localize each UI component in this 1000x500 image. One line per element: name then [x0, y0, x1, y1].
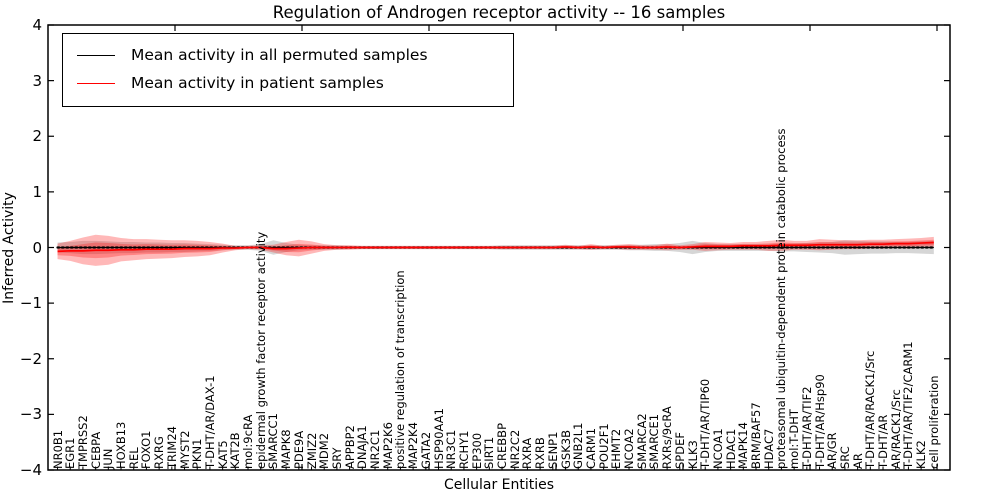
patient-line-swatch — [77, 82, 115, 84]
x-tick-label: SMARCA2 — [634, 412, 649, 469]
x-tick-label: MAPK8 — [279, 428, 294, 469]
x-tick-label: NR0B1 — [50, 429, 65, 469]
x-tick-label: EP300 — [469, 432, 484, 469]
x-tick-label: SENP1 — [545, 431, 560, 469]
x-tick-label: T-DHT/AR/TIF2/CARM1 — [901, 340, 916, 469]
x-tick-label: mol:9cRA — [241, 414, 256, 469]
x-tick-label: DNAJA1 — [355, 424, 370, 469]
x-tick-label: AR/GR — [825, 431, 840, 469]
x-tick-label: TMPRSS2 — [75, 414, 90, 469]
y-tick-label: −3 — [19, 405, 42, 424]
x-tick-label: cell proliferation — [926, 374, 941, 469]
y-tick-label: −2 — [19, 349, 42, 368]
x-tick-label: NCOA2 — [622, 427, 637, 469]
x-tick-label: FOXO1 — [139, 430, 154, 469]
legend-item-patient: Mean activity in patient samples — [77, 69, 513, 97]
x-tick-label: KLK2 — [914, 439, 929, 469]
x-tick-label: T-DHT/AR/TIP60 — [698, 378, 713, 469]
x-tick-label: CREBBP — [495, 422, 510, 469]
x-tick-label: T-DHT/AR/DAX-1 — [202, 374, 217, 469]
x-tick-label: RXRs/9cRA — [660, 405, 675, 469]
x-tick-label: proteasomal ubiquitin-dependent protein … — [774, 127, 789, 469]
permuted-line-swatch — [77, 54, 115, 56]
x-tick-label: HOXB13 — [114, 421, 129, 469]
y-tick-label: −4 — [19, 461, 42, 479]
x-tick-label: ZMIZ2 — [304, 432, 319, 469]
x-tick-label: SPDEF — [672, 431, 687, 469]
legend-item-permuted: Mean activity in all permuted samples — [77, 41, 513, 69]
x-tick-label: EHMT2 — [609, 428, 624, 469]
x-tick-label: MDM2 — [317, 432, 332, 469]
x-tick-label: MAP2K6 — [380, 421, 395, 469]
x-tick-label: RXRG — [152, 435, 167, 469]
x-tick-label: T-DHT/AR/RACK1/Src — [863, 350, 878, 469]
legend: Mean activity in all permuted samples Me… — [62, 33, 514, 107]
x-tick-label: MAPK14 — [736, 421, 751, 469]
x-tick-label: NR2C1 — [368, 429, 383, 469]
x-tick-label: NCOA1 — [710, 427, 725, 469]
x-tick-label: SIRT1 — [482, 436, 497, 469]
x-tick-label: PDE9A — [291, 430, 306, 469]
x-tick-label: KLK3 — [685, 439, 700, 469]
x-axis-label: Cellular Entities — [443, 477, 555, 493]
x-tick-label: SMARCC1 — [266, 412, 281, 469]
x-tick-label: NR2C2 — [507, 429, 522, 469]
x-tick-label: AR/RACK1/Src — [888, 388, 903, 469]
x-tick-label: GNB2L1 — [571, 422, 586, 469]
x-tick-label: GSK3B — [558, 429, 573, 469]
legend-label-patient: Mean activity in patient samples — [131, 74, 384, 92]
x-tick-label: GATA2 — [418, 431, 433, 469]
y-tick-label: 3 — [32, 71, 42, 90]
x-tick-label: SRY — [329, 446, 344, 469]
legend-label-permuted: Mean activity in all permuted samples — [131, 46, 428, 64]
x-tick-label: AR — [850, 452, 865, 469]
x-tick-label: RXRB — [533, 436, 548, 469]
x-tick-label: CARM1 — [583, 427, 598, 469]
y-tick-label: −1 — [19, 294, 42, 313]
x-tick-label: RXRA — [520, 437, 535, 469]
chart-title: Regulation of Androgen receptor activity… — [272, 3, 726, 22]
x-tick-label: BRM/BAF57 — [749, 401, 764, 469]
x-tick-label: HDAC1 — [723, 428, 738, 469]
y-tick-label: 0 — [32, 238, 42, 257]
x-tick-label: JUN — [101, 448, 116, 469]
x-tick-label: HDAC7 — [761, 428, 776, 469]
x-tick-label: KAT2B — [228, 431, 243, 469]
series-group — [56, 234, 935, 266]
x-tick-label: T-DHT/AR/Hsp90 — [812, 373, 827, 469]
x-tick-label: APPBP2 — [342, 424, 357, 469]
y-tick-label: 1 — [32, 182, 42, 201]
x-tick-label: CEBPA — [88, 431, 103, 469]
x-tick-label: POU2F1 — [596, 422, 611, 469]
x-tick-label: HSP90AA1 — [431, 407, 446, 469]
y-tick-label: 2 — [32, 127, 42, 146]
patient-std-band — [57, 234, 934, 266]
x-tick-label: NR3C1 — [444, 429, 459, 469]
y-tick-label: 4 — [32, 16, 42, 34]
x-tick-label: EGR1 — [63, 437, 78, 469]
x-tick-label: T-DHT/AR/TIF2 — [799, 385, 814, 469]
x-tick-label: SRC — [837, 445, 852, 469]
x-tick-label: SMARCE1 — [647, 413, 662, 469]
x-tick-label: MYST2 — [177, 429, 192, 469]
x-tick-label: T-DHT/AR — [876, 414, 891, 469]
x-tick-label: mol:T-DHT — [787, 408, 802, 469]
x-tick-label: PKN1 — [190, 438, 205, 469]
x-tick-label: REL — [126, 446, 141, 469]
x-tick-label: RCHY1 — [456, 430, 471, 469]
x-tick-label: epidermal growth factor receptor activit… — [253, 231, 268, 469]
x-tick-label: TRIM24 — [164, 425, 179, 469]
x-tick-label: positive regulation of transcription — [393, 269, 408, 469]
patient-mean-line — [57, 241, 934, 253]
x-tick-label: KAT5 — [215, 439, 230, 469]
x-tick-label: MAP2K4 — [406, 421, 421, 469]
